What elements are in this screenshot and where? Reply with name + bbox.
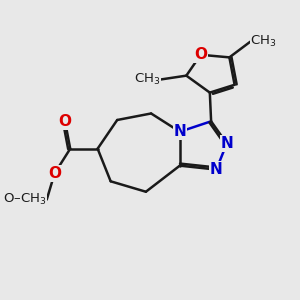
Text: N: N	[210, 162, 223, 177]
Text: N: N	[173, 124, 186, 139]
Text: CH$_3$: CH$_3$	[134, 72, 160, 87]
Text: N: N	[220, 136, 233, 151]
Text: O–CH$_3$: O–CH$_3$	[3, 192, 47, 207]
Text: O: O	[48, 166, 61, 181]
Text: CH$_3$: CH$_3$	[250, 34, 277, 49]
Text: O: O	[194, 47, 207, 62]
Text: O: O	[58, 114, 71, 129]
